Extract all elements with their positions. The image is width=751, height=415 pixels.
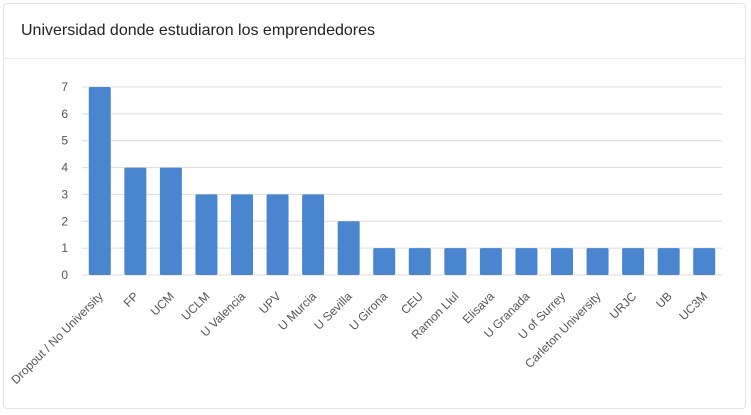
y-tick-label: 5 bbox=[61, 134, 68, 148]
bar bbox=[337, 221, 360, 275]
x-tick-label: Dropout / No University bbox=[8, 289, 106, 387]
bar bbox=[551, 248, 573, 275]
bar bbox=[408, 248, 431, 275]
bar bbox=[622, 248, 645, 275]
bar bbox=[124, 167, 147, 275]
bar bbox=[159, 167, 182, 275]
bar bbox=[231, 194, 253, 275]
x-tick-label: U Murcia bbox=[275, 289, 319, 333]
x-tick-label: UC3M bbox=[676, 289, 710, 323]
bar bbox=[444, 248, 467, 275]
bar bbox=[657, 248, 680, 275]
card-header: Universidad donde estudiaron los emprend… bbox=[4, 4, 745, 59]
x-tick-label: CEU bbox=[398, 289, 426, 317]
y-tick-label: 6 bbox=[61, 107, 68, 121]
bar bbox=[302, 194, 325, 275]
bar bbox=[88, 87, 111, 275]
x-tick-label: UCLM bbox=[179, 289, 213, 323]
x-tick-label: UPV bbox=[256, 289, 283, 316]
bar bbox=[515, 248, 538, 275]
x-tick-label: URJC bbox=[607, 289, 640, 322]
bar bbox=[586, 248, 609, 275]
bar bbox=[195, 194, 218, 275]
bar bbox=[479, 248, 502, 275]
x-tick-label: UCM bbox=[148, 289, 177, 318]
y-tick-label: 1 bbox=[61, 241, 68, 255]
y-tick-label: 7 bbox=[61, 80, 68, 94]
bar bbox=[693, 248, 716, 275]
chart-title: Universidad donde estudiaron los emprend… bbox=[21, 22, 375, 39]
x-tick-label: U Girona bbox=[346, 289, 390, 333]
x-tick-label: UB bbox=[653, 289, 675, 311]
bar bbox=[266, 194, 289, 275]
y-tick-label: 3 bbox=[61, 187, 68, 201]
y-tick-label: 4 bbox=[61, 161, 68, 175]
y-tick-label: 2 bbox=[61, 214, 68, 228]
bar bbox=[373, 248, 396, 275]
x-tick-label: FP bbox=[121, 289, 142, 310]
y-tick-label: 0 bbox=[61, 268, 68, 282]
